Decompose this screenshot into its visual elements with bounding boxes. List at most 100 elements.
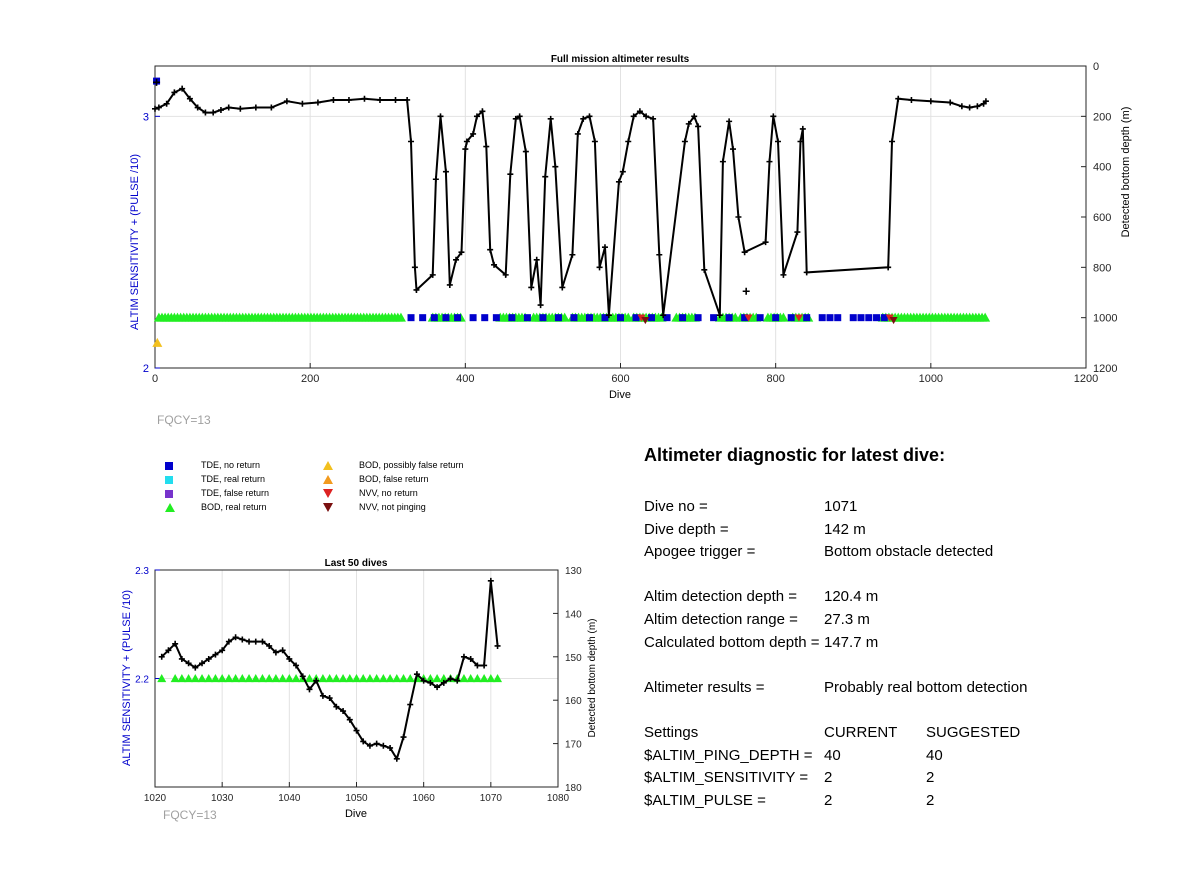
square-icon <box>165 489 173 498</box>
y-right-tick-label: 180 <box>565 783 582 794</box>
series-point <box>966 104 973 111</box>
setting-suggested: 2 <box>926 769 935 787</box>
marker-bod-real-return <box>432 674 442 683</box>
marker-bod-real-return <box>177 674 187 683</box>
series-point <box>462 146 469 153</box>
marker-bod-real-return <box>184 674 194 683</box>
label: Settings <box>644 723 699 741</box>
marker-bod-real-return <box>197 674 207 683</box>
series-point <box>458 249 465 256</box>
suggested-header: SUGGESTED <box>926 723 1021 741</box>
marker-tde-no-return <box>632 314 640 322</box>
x-tick-label: 1080 <box>547 793 570 804</box>
last50-chart-title: Last 50 dives <box>325 558 388 569</box>
series-point <box>225 104 232 111</box>
series-point <box>636 108 643 115</box>
marker-bod-real-return <box>237 674 247 683</box>
series-point <box>615 178 622 185</box>
setting-current: 2 <box>824 769 833 787</box>
label: Dive no = <box>644 498 708 515</box>
marker-bod-real-return <box>210 674 220 683</box>
marker-tde-no-return <box>663 314 671 322</box>
series-point <box>429 271 436 278</box>
diagnostic-panel: Altimeter diagnostic for latest dive: Di… <box>644 445 1184 812</box>
marker-tde-no-return <box>803 314 811 322</box>
diagnostic-row-results: Altimeter results = Probably real bottom … <box>644 677 1184 700</box>
series-point <box>202 109 209 116</box>
series-point <box>927 98 934 105</box>
y-right-tick-label: 0 <box>1093 61 1099 73</box>
marker-tde-no-return <box>523 314 531 322</box>
y-right-tick-label: 600 <box>1093 212 1111 224</box>
series-point <box>619 168 626 175</box>
marker-bod-real-return <box>325 674 335 683</box>
series-point <box>404 96 411 103</box>
x-tick-label: 1200 <box>1074 373 1098 385</box>
series-point <box>660 312 667 319</box>
series-point <box>780 271 787 278</box>
y-left-tick-label: 3 <box>143 111 149 123</box>
y-right-tick-label: 1200 <box>1093 363 1117 375</box>
setting-suggested: 40 <box>926 746 943 764</box>
marker-bod-real-return <box>257 674 267 683</box>
series-point <box>580 115 587 122</box>
series-point <box>434 684 441 691</box>
x-tick-label: 600 <box>611 373 629 385</box>
series-point <box>656 251 663 258</box>
fqcy-label-main: FQCY=13 <box>157 413 211 427</box>
last50-chart-xlabel: Dive <box>345 808 367 820</box>
marker-tde-no-return <box>454 314 462 322</box>
marker-bod-real-return <box>231 674 241 683</box>
marker-tde-no-return <box>419 314 427 322</box>
settings-row: $ALTIM_PING_DEPTH = 40 40 <box>644 745 1184 768</box>
y-right-tick-label: 170 <box>565 740 582 751</box>
marker-bod-real-return <box>372 674 382 683</box>
series-point <box>210 109 217 116</box>
series-point <box>974 103 981 110</box>
marker-bod-real-return <box>217 674 227 683</box>
marker-tde-no-return <box>772 314 780 322</box>
value: 142 m <box>824 520 866 538</box>
marker-bod-real-return <box>284 674 294 683</box>
series-point <box>494 642 501 649</box>
series-point <box>408 138 415 145</box>
marker-tde-no-return <box>554 314 562 322</box>
series-point <box>186 95 193 102</box>
series-point <box>192 664 199 671</box>
y-right-tick-label: 400 <box>1093 162 1111 174</box>
series-point <box>487 246 494 253</box>
value: 147.7 m <box>824 633 879 651</box>
value: Bottom obstacle detected <box>824 543 994 561</box>
marker-bod-real-return <box>472 674 482 683</box>
legend-item-bod-false-return: BOD, false return <box>323 474 429 485</box>
series-point <box>171 89 178 96</box>
marker-tde-no-return <box>648 314 656 322</box>
marker-tde-no-return <box>570 314 578 322</box>
label: Dive depth = <box>644 520 729 538</box>
series-point <box>552 163 559 170</box>
series-point <box>685 120 692 127</box>
marker-bod-real-return <box>358 674 368 683</box>
triangle-up-icon <box>323 461 333 471</box>
marker-bod-real-return <box>251 674 261 683</box>
triangle-up-icon <box>165 503 175 513</box>
legend-item-tde-real-return: TDE, real return <box>165 474 265 484</box>
series-point <box>716 312 723 319</box>
series-point <box>232 634 239 641</box>
marker-bod-real-return <box>459 674 469 683</box>
series-point <box>380 742 387 749</box>
marker-tde-no-return <box>469 314 477 322</box>
marker-nvv-no-return <box>637 314 646 322</box>
series-point <box>559 284 566 291</box>
series-point <box>319 692 326 699</box>
marker-bod-real-return <box>385 674 395 683</box>
x-tick-label: 1040 <box>278 793 301 804</box>
series-point <box>797 138 804 145</box>
label: Calculated bottom depth = <box>644 633 820 651</box>
y-right-tick-label: 200 <box>1093 111 1111 123</box>
legend-label: TDE, no return <box>201 460 261 470</box>
legend-item-nvv-not-pinging: NVV, not pinging <box>323 502 426 513</box>
marker-tde-no-return <box>710 314 718 322</box>
value: Probably real bottom detection <box>824 678 1028 696</box>
series-point <box>491 261 498 268</box>
